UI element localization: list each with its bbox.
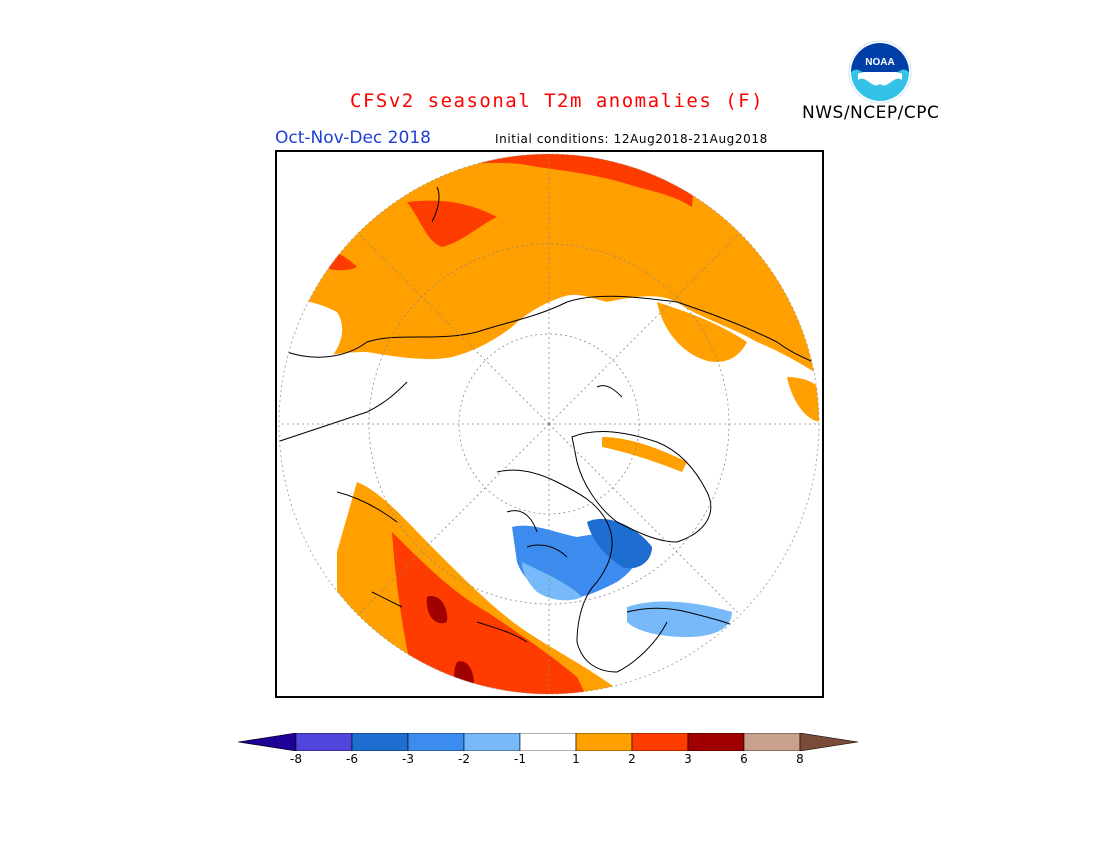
east-edge-warm-patch — [787, 377, 819, 422]
colorbar-tick: -2 — [458, 752, 470, 766]
colorbar-segment — [631, 733, 689, 751]
colorbar-tick: 2 — [628, 752, 636, 766]
colorbar-tick: -1 — [514, 752, 526, 766]
colorbar-tick: -8 — [290, 752, 302, 766]
agency-label: NWS/NCEP/CPC — [802, 103, 940, 123]
hudson-bay-cool-region — [627, 601, 732, 637]
colorbar-tick: -3 — [402, 752, 414, 766]
colorbar-high-arrow — [799, 733, 859, 751]
colorbar-segment — [295, 733, 353, 751]
east-warm-patch — [657, 302, 747, 362]
scandinavia-normal-patch — [279, 300, 343, 442]
noaa-logo: NOAA — [848, 40, 912, 104]
colorbar-segment — [743, 733, 801, 751]
colorbar-segment — [519, 733, 577, 751]
graticule — [279, 154, 819, 694]
colorbar — [238, 733, 859, 751]
alaska-hot-spot — [426, 596, 448, 624]
coastlines — [279, 186, 819, 673]
colorbar-segment — [351, 733, 409, 751]
colorbar-segment — [575, 733, 633, 751]
colorbar-tick: 3 — [684, 752, 692, 766]
colorbar-tick: -6 — [346, 752, 358, 766]
greenland-warm-rim — [602, 437, 687, 472]
colorbar-segment — [463, 733, 521, 751]
initial-conditions-label: Initial conditions: 12Aug2018-21Aug2018 — [495, 132, 768, 146]
north-america-hot-region — [392, 532, 587, 694]
map-title: CFSv2 seasonal T2m anomalies (F) — [350, 90, 765, 112]
colorbar-segment — [407, 733, 465, 751]
colorbar-tick: 1 — [572, 752, 580, 766]
noaa-logo-text: NOAA — [865, 57, 894, 68]
colorbar-segment — [687, 733, 745, 751]
season-label: Oct-Nov-Dec 2018 — [275, 128, 431, 148]
colorbar-tick: 8 — [796, 752, 804, 766]
greenland-cold-patch — [587, 518, 652, 569]
polar-map-frame — [275, 150, 824, 698]
siberia-warm-region — [407, 154, 697, 247]
colorbar-low-arrow — [238, 733, 297, 751]
polar-map — [278, 153, 820, 695]
map-edge-circle — [278, 153, 820, 695]
baffin-cool-region — [522, 562, 582, 601]
colorbar-tick: 6 — [740, 752, 748, 766]
